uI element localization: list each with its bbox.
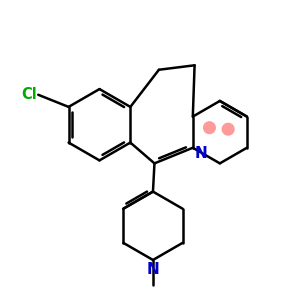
Circle shape xyxy=(222,123,235,136)
Text: N: N xyxy=(194,146,207,161)
Text: N: N xyxy=(147,262,159,277)
Circle shape xyxy=(203,121,216,134)
Text: Cl: Cl xyxy=(21,87,37,102)
